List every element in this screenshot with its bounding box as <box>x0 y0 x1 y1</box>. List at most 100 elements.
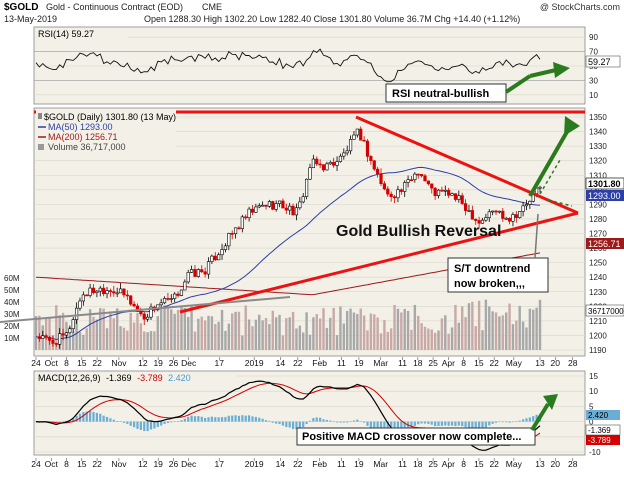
macd-hist-bar <box>170 421 173 423</box>
rsi-legend-bg <box>36 28 128 39</box>
volume-bar <box>180 305 183 350</box>
candle-body <box>528 200 532 205</box>
uptrend-line <box>179 211 579 314</box>
x-axis-middle-label: 14 <box>276 358 286 368</box>
price-candle <box>227 232 231 251</box>
price-candle <box>166 292 170 301</box>
candle-body <box>108 290 113 292</box>
price-candle <box>257 203 261 209</box>
macd-hist-bar <box>532 416 535 422</box>
volume-bar <box>85 328 88 350</box>
volume-bar <box>115 308 119 350</box>
macd-hist-bar <box>450 421 454 426</box>
macd-hist-bar <box>302 421 305 428</box>
candle-body <box>51 340 55 344</box>
price-candle <box>372 160 376 171</box>
macd-hist-bar <box>369 421 372 429</box>
price-candle <box>389 191 393 202</box>
macd-hist-bar <box>61 421 65 423</box>
candle-body <box>409 179 414 182</box>
header-date: 13-May-2019 <box>4 14 57 24</box>
projection-line-2 <box>547 199 573 207</box>
volume-bar <box>359 308 362 350</box>
candle-body <box>518 211 522 218</box>
candle-body <box>501 210 505 219</box>
macd-hist-bar <box>420 421 423 424</box>
header-exchange: CME <box>202 2 222 12</box>
macd-hist-bar <box>119 421 122 422</box>
volume-bar <box>99 308 102 350</box>
volume-bar <box>322 308 325 350</box>
volume-bar <box>477 300 481 350</box>
macd-hist-bar <box>187 416 190 422</box>
volume-bar <box>210 316 214 350</box>
price-candle <box>365 139 370 162</box>
volume-tag-text: 36717000 <box>588 307 624 316</box>
volume-bar <box>38 315 41 350</box>
macd-legend: MACD(12,26,9) -1.369 -3.789 2.420 <box>38 373 191 383</box>
price-candle <box>332 157 336 168</box>
x-axis-middle-label: 18 <box>413 358 423 368</box>
macd-hist-bar <box>244 415 247 422</box>
volume-bar <box>488 306 491 350</box>
macd-tick-label: 5 <box>589 402 594 411</box>
macd-hist-bar <box>447 421 450 426</box>
price-candle <box>159 298 163 309</box>
x-axis-middle-label: 22 <box>489 358 499 368</box>
macd-hist-bar <box>406 421 410 431</box>
candle-body <box>44 335 48 338</box>
candle-body <box>392 196 397 199</box>
x-axis-bottom-label: 14 <box>276 459 286 469</box>
x-axis-middle-label: Dec <box>181 358 197 368</box>
price-candle <box>298 196 302 210</box>
rsi-arrow-head <box>553 62 570 78</box>
volume-bar <box>95 319 99 350</box>
rsi-tick-label: 70 <box>589 48 598 57</box>
volume-bar <box>291 311 295 350</box>
volume-bar <box>342 323 346 350</box>
x-axis-middle-label: 22 <box>92 358 102 368</box>
price-candle <box>494 209 498 215</box>
candle-body <box>416 173 420 176</box>
x-axis-middle-label: 13 <box>535 358 545 368</box>
volume-bar <box>176 309 180 350</box>
candle-body <box>98 287 102 292</box>
candle-body <box>457 195 461 200</box>
price-candle <box>291 203 295 216</box>
volume-bar <box>112 318 115 350</box>
candle-body <box>386 188 390 195</box>
price-candle <box>244 214 248 220</box>
volume-bar <box>423 326 427 350</box>
price-candle <box>193 265 197 277</box>
price-candle <box>433 187 437 200</box>
price-tick-label: 1330 <box>589 142 607 151</box>
candle-body <box>189 269 194 273</box>
volume-bar <box>166 307 170 350</box>
volume-bar <box>393 304 396 350</box>
candle-body <box>365 140 370 157</box>
price-candle <box>311 154 315 169</box>
price-axis: 1350134013301320131013001290128012701260… <box>589 113 607 355</box>
volume-bar <box>345 310 349 350</box>
price-tick-label: 1240 <box>589 273 607 282</box>
macd-hist-bar <box>129 421 132 426</box>
volume-bar <box>461 306 464 350</box>
candle-body <box>146 316 150 320</box>
volume-bar <box>389 328 393 350</box>
macd-hist-bar <box>305 421 308 425</box>
price-candle <box>308 163 312 181</box>
support-line <box>0 296 291 323</box>
price-candle <box>274 200 278 212</box>
volume-bar <box>298 325 302 350</box>
candle-body <box>345 150 349 154</box>
macd-hist-bar <box>467 421 471 428</box>
candle-body <box>447 189 451 196</box>
macd-hist-bar <box>315 417 318 422</box>
candle-body <box>88 287 92 296</box>
candle-body <box>81 294 85 302</box>
macd-hist-bar <box>437 421 440 427</box>
volume-bar <box>349 308 352 350</box>
rsi-value-tag <box>585 55 621 68</box>
price-candle <box>460 192 464 205</box>
candle-body <box>440 189 444 192</box>
